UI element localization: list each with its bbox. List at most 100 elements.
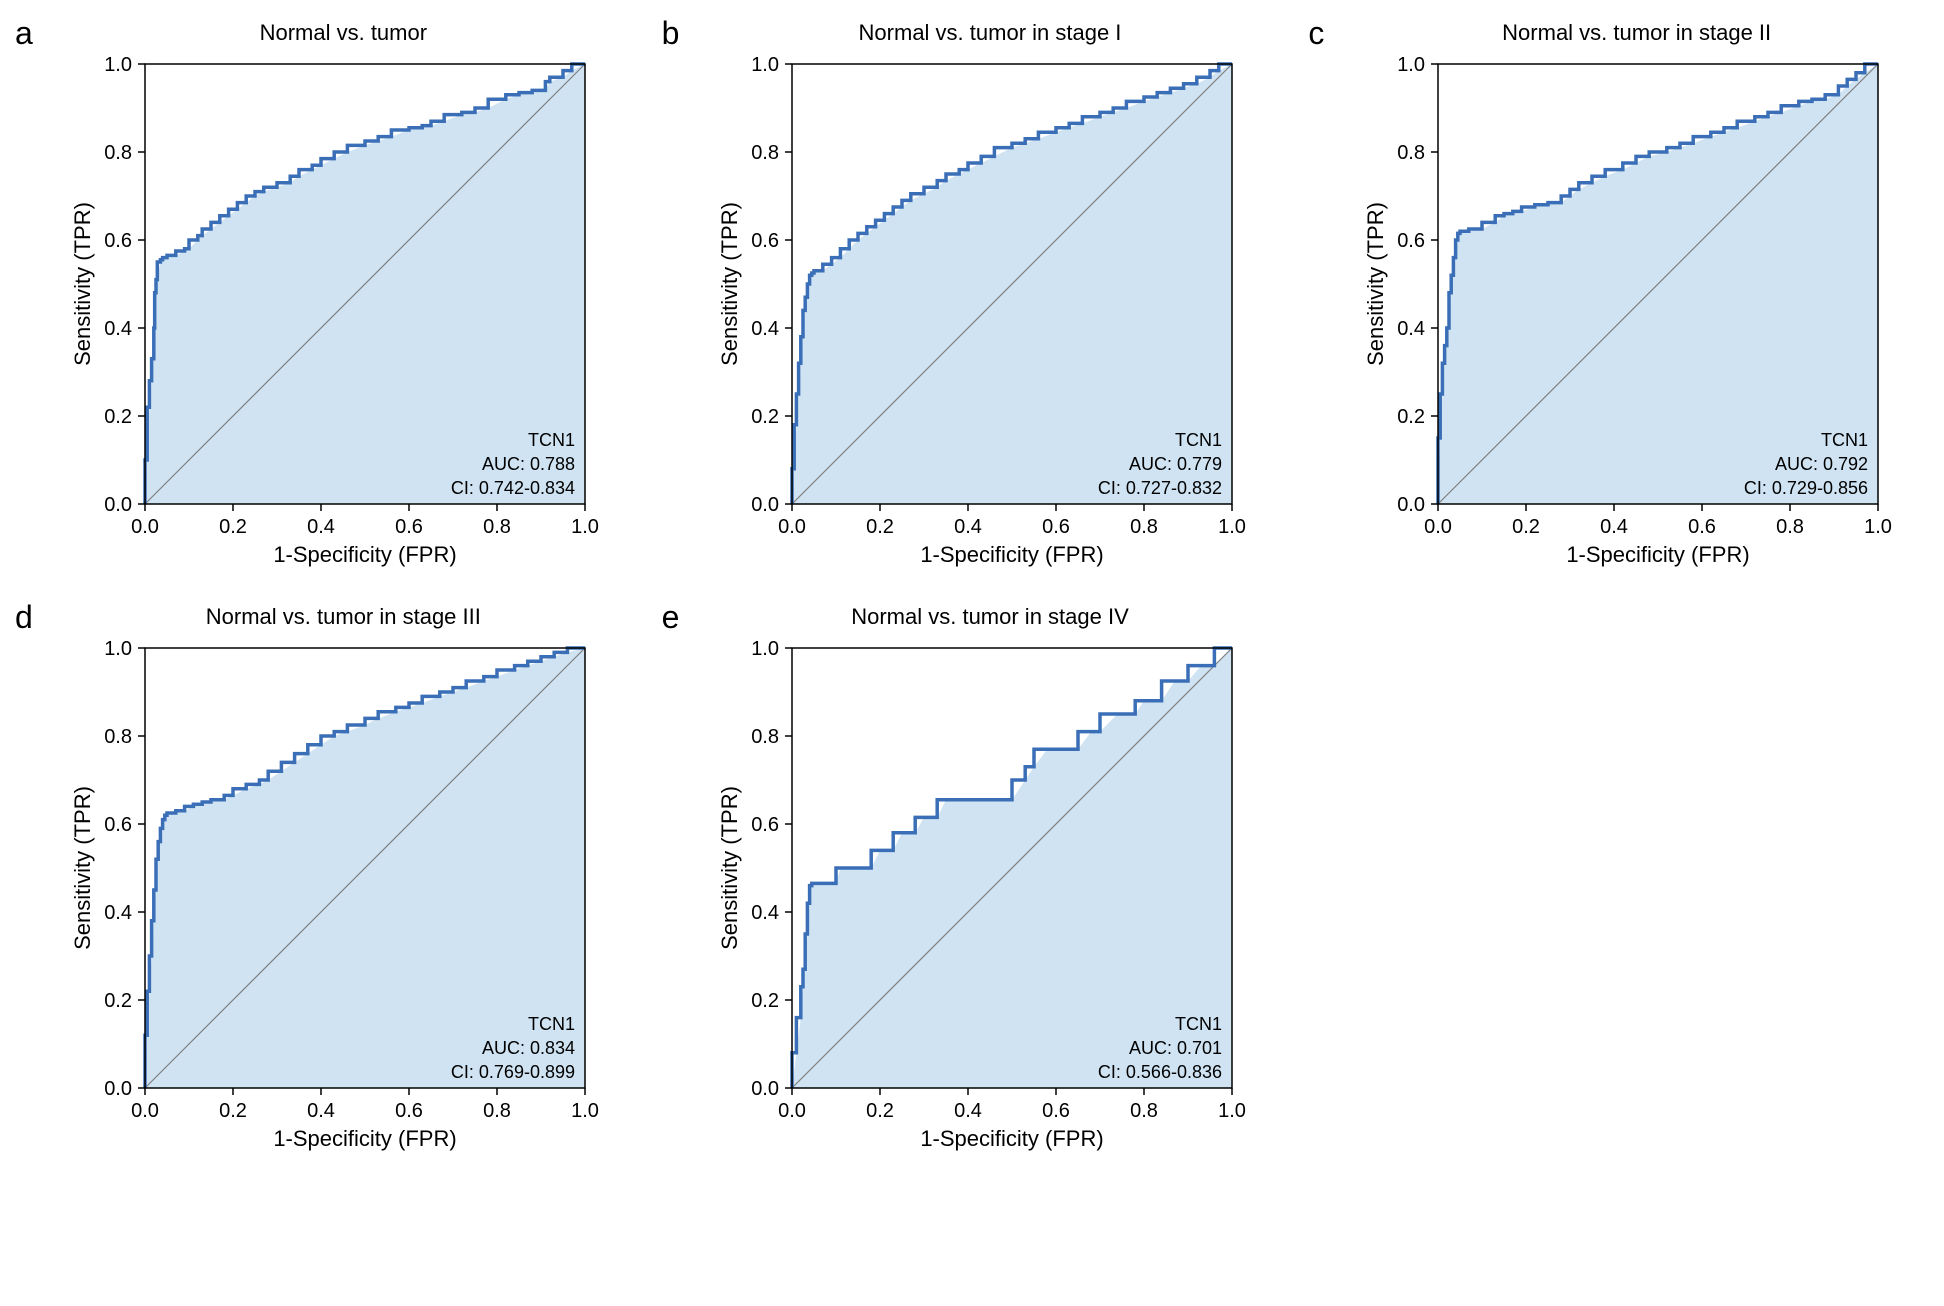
annotation-text: CI: 0.769-0.899 xyxy=(451,1062,575,1082)
x-axis-label: 1-Specificity (FPR) xyxy=(273,542,456,567)
y-tick-label: 0.4 xyxy=(751,318,779,340)
annotation-text: TCN1 xyxy=(1175,430,1222,450)
y-tick-label: 0.4 xyxy=(104,902,132,924)
x-tick-label: 0.0 xyxy=(1424,516,1452,538)
x-tick-label: 1.0 xyxy=(571,1100,599,1122)
panel-letter: d xyxy=(15,599,33,636)
panel-letter: e xyxy=(662,599,680,636)
y-tick-label: 1.0 xyxy=(104,54,132,76)
x-axis-label: 1-Specificity (FPR) xyxy=(920,542,1103,567)
annotation-text: AUC: 0.792 xyxy=(1775,454,1868,474)
panel-letter: b xyxy=(662,15,680,52)
x-tick-label: 1.0 xyxy=(571,516,599,538)
x-tick-label: 0.8 xyxy=(1776,516,1804,538)
x-tick-label: 0.2 xyxy=(866,1100,894,1122)
x-tick-label: 0.8 xyxy=(1130,1100,1158,1122)
annotation-text: CI: 0.742-0.834 xyxy=(451,478,575,498)
y-tick-label: 0.0 xyxy=(104,494,132,516)
y-tick-label: 0.8 xyxy=(104,726,132,748)
annotation-text: AUC: 0.788 xyxy=(482,454,575,474)
x-tick-label: 1.0 xyxy=(1218,516,1246,538)
x-tick-label: 0.2 xyxy=(1512,516,1540,538)
annotation-text: CI: 0.566-0.836 xyxy=(1098,1062,1222,1082)
panel-letter: a xyxy=(15,15,33,52)
x-tick-label: 0.0 xyxy=(131,516,159,538)
annotation-text: CI: 0.729-0.856 xyxy=(1744,478,1868,498)
annotation-text: TCN1 xyxy=(528,430,575,450)
y-tick-label: 0.2 xyxy=(1398,406,1426,428)
y-tick-label: 0.4 xyxy=(1398,318,1426,340)
x-tick-label: 0.4 xyxy=(1600,516,1628,538)
annotation-text: AUC: 0.834 xyxy=(482,1038,575,1058)
x-tick-label: 0.8 xyxy=(1130,516,1158,538)
annotation-text: AUC: 0.779 xyxy=(1129,454,1222,474)
y-tick-label: 0.2 xyxy=(104,406,132,428)
y-axis-label: Sensitivity (TPR) xyxy=(717,202,742,366)
y-tick-label: 0.8 xyxy=(751,142,779,164)
roc-panel-c: cNormal vs. tumor in stage II0.00.00.20.… xyxy=(1313,20,1920,574)
x-tick-label: 0.8 xyxy=(483,1100,511,1122)
y-axis-label: Sensitivity (TPR) xyxy=(70,202,95,366)
y-tick-label: 0.6 xyxy=(104,814,132,836)
x-axis-label: 1-Specificity (FPR) xyxy=(920,1126,1103,1151)
x-tick-label: 1.0 xyxy=(1864,516,1892,538)
y-tick-label: 0.8 xyxy=(1398,142,1426,164)
roc-chart: 0.00.00.20.20.40.40.60.60.80.81.01.01-Sp… xyxy=(707,54,1252,574)
y-tick-label: 0.2 xyxy=(751,990,779,1012)
x-tick-label: 0.4 xyxy=(307,516,335,538)
x-tick-label: 0.4 xyxy=(307,1100,335,1122)
y-tick-label: 0.0 xyxy=(751,494,779,516)
x-tick-label: 0.0 xyxy=(131,1100,159,1122)
x-tick-label: 0.6 xyxy=(1688,516,1716,538)
roc-chart: 0.00.0 0.2 0.2 0.4 0.4 0.6 0.6 0.8 0.8 1.0 1.0 1-Sp… xyxy=(60,638,605,1158)
x-tick-label: 0.4 xyxy=(954,516,982,538)
y-axis-label: Sensitivity (TPR) xyxy=(717,786,742,950)
annotation-text: TCN1 xyxy=(1175,1014,1222,1034)
roc-chart: 0.00.00.20.20.40.40.60.60.80.81.01.01-Sp… xyxy=(707,638,1252,1158)
y-axis-label: Sensitivity (TPR) xyxy=(70,786,95,950)
x-tick-label: 0.0 xyxy=(778,1100,806,1122)
annotation-text: AUC: 0.701 xyxy=(1129,1038,1222,1058)
y-tick-label: 0.0 xyxy=(104,1078,132,1100)
y-tick-label: 0.8 xyxy=(751,726,779,748)
y-tick-label: 1.0 xyxy=(104,638,132,660)
roc-grid: aNormal vs. tumor0.00.00.20.20.40.40.60.… xyxy=(20,20,1920,1158)
roc-panel-e: eNormal vs. tumor in stage IV0.00.00.20.… xyxy=(667,604,1274,1158)
x-tick-label: 0.6 xyxy=(395,1100,423,1122)
panel-letter: c xyxy=(1308,15,1324,52)
roc-panel-d: dNormal vs. tumor in stage III0.00.00.20… xyxy=(20,604,627,1158)
y-tick-label: 0.6 xyxy=(751,230,779,252)
y-tick-label: 0.0 xyxy=(1398,494,1426,516)
y-tick-label: 0.6 xyxy=(104,230,132,252)
x-tick-label: 0.6 xyxy=(395,516,423,538)
x-axis-label: 1-Specificity (FPR) xyxy=(273,1126,456,1151)
y-tick-label: 1.0 xyxy=(751,638,779,660)
chart-title: Normal vs. tumor in stage III xyxy=(60,604,627,630)
chart-title: Normal vs. tumor in stage II xyxy=(1353,20,1920,46)
x-tick-label: 0.6 xyxy=(1042,516,1070,538)
chart-title: Normal vs. tumor in stage IV xyxy=(707,604,1274,630)
annotation-text: TCN1 xyxy=(1821,430,1868,450)
y-tick-label: 0.6 xyxy=(1398,230,1426,252)
x-tick-label: 0.2 xyxy=(219,1100,247,1122)
x-tick-label: 0.0 xyxy=(778,516,806,538)
y-tick-label: 0.2 xyxy=(104,990,132,1012)
y-tick-label: 0.0 xyxy=(751,1078,779,1100)
x-axis-label: 1-Specificity (FPR) xyxy=(1567,542,1750,567)
chart-title: Normal vs. tumor in stage I xyxy=(707,20,1274,46)
y-tick-label: 0.4 xyxy=(104,318,132,340)
x-tick-label: 0.4 xyxy=(954,1100,982,1122)
y-tick-label: 0.2 xyxy=(751,406,779,428)
y-tick-label: 1.0 xyxy=(1398,54,1426,76)
x-tick-label: 0.8 xyxy=(483,516,511,538)
x-tick-label: 0.2 xyxy=(219,516,247,538)
y-tick-label: 0.4 xyxy=(751,902,779,924)
x-tick-label: 1.0 xyxy=(1218,1100,1246,1122)
annotation-text: TCN1 xyxy=(528,1014,575,1034)
roc-panel-a: aNormal vs. tumor0.00.00.20.20.40.40.60.… xyxy=(20,20,627,574)
y-axis-label: Sensitivity (TPR) xyxy=(1363,202,1388,366)
roc-chart: 0.00.00.20.20.40.40.60.60.80.81.01.01-Sp… xyxy=(60,54,605,574)
roc-panel-b: bNormal vs. tumor in stage I0.00.00.20.2… xyxy=(667,20,1274,574)
x-tick-label: 0.2 xyxy=(866,516,894,538)
x-tick-label: 0.6 xyxy=(1042,1100,1070,1122)
